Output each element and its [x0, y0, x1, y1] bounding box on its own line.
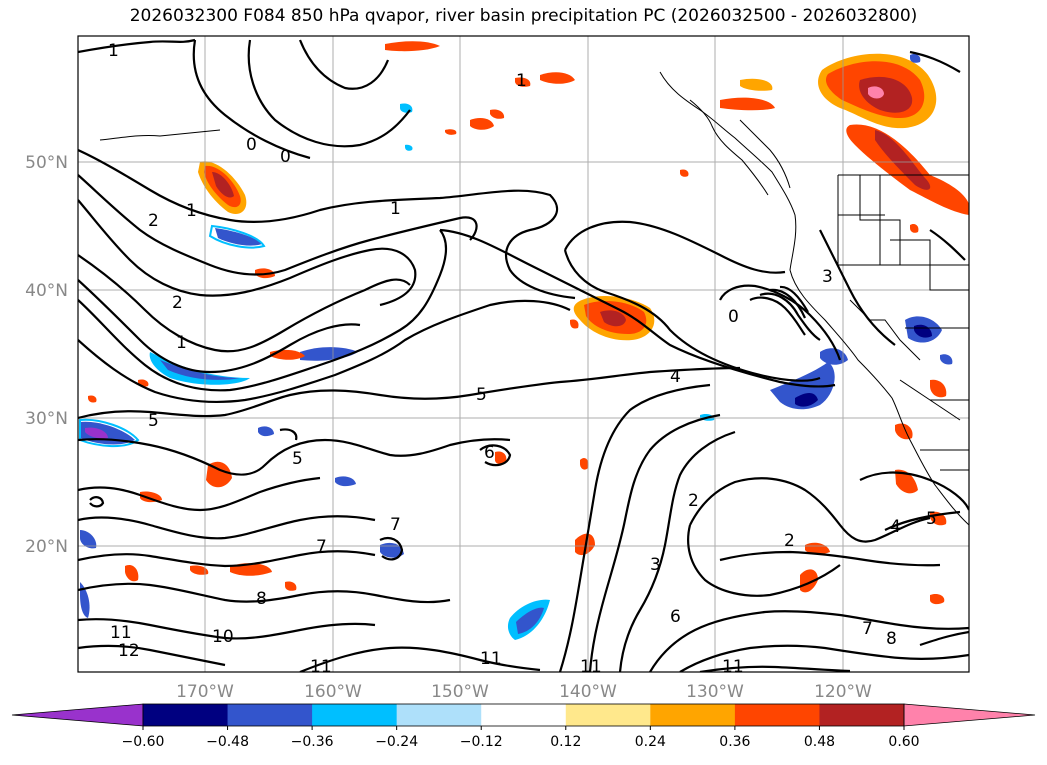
- contour-label: 1: [108, 41, 119, 61]
- contour-label: 3: [822, 267, 833, 287]
- lon-label: 150°W: [431, 682, 489, 702]
- colorbar-tick-label: 0.24: [635, 734, 666, 750]
- contour-label: 5: [148, 411, 159, 431]
- colorbar-segment: [227, 704, 313, 726]
- contour-label: 5: [476, 385, 487, 405]
- contour-label: 5: [926, 509, 937, 529]
- colorbar-segment: [396, 704, 482, 726]
- contour-label: 6: [670, 607, 681, 627]
- lon-label: 160°W: [304, 682, 362, 702]
- colorbar: −0.60 −0.48 −0.36 −0.24 −0.12 0.12 0.24 0.36 0.4…: [11, 703, 1036, 750]
- contour-label: 0: [246, 135, 257, 155]
- colorbar-segment: [819, 704, 905, 726]
- contour-label: 1: [176, 333, 187, 353]
- contour-labels: 1 0 0 1 2 1 1 2 1 0 3 5 4 5 5 6 2 2 3 4 …: [108, 41, 937, 677]
- contour-label: 11: [722, 657, 744, 677]
- map-frame: [77, 35, 970, 673]
- colorbar-tick-label: −0.48: [206, 734, 249, 750]
- lat-label: 20°N: [25, 537, 68, 557]
- contour-label: 3: [650, 555, 661, 575]
- plot-title: 2026032300 F084 850 hPa qvapor, river ba…: [129, 6, 918, 26]
- lon-label: 170°W: [176, 682, 234, 702]
- contour-label: 1: [186, 201, 197, 221]
- colorbar-segment: [481, 704, 567, 726]
- colorbar-segment: [734, 704, 820, 726]
- lat-axis: 50°N 40°N 30°N 20°N: [25, 153, 68, 557]
- colorbar-segment: [143, 704, 229, 726]
- colorbar-tick-label: −0.12: [460, 734, 503, 750]
- contour-label: 7: [390, 515, 401, 535]
- contour-label: 7: [862, 619, 873, 639]
- contour-label: 4: [890, 517, 901, 537]
- contour-label: 1: [516, 71, 527, 91]
- lat-label: 40°N: [25, 281, 68, 301]
- colorbar-tick-label: 0.12: [550, 734, 581, 750]
- lon-label: 140°W: [559, 682, 617, 702]
- colorbar-tick-label: 0.60: [888, 734, 919, 750]
- colorbar-segment: [565, 704, 651, 726]
- contour-label: 2: [688, 491, 699, 511]
- contour-label: 8: [886, 629, 897, 649]
- colorbar-tick-label: 0.36: [719, 734, 750, 750]
- lon-label: 120°W: [814, 682, 872, 702]
- contour-label: 0: [280, 147, 291, 167]
- lon-axis: 170°W 160°W 150°W 140°W 130°W 120°W: [176, 682, 872, 702]
- qvapor-contours: [78, 38, 969, 672]
- colorbar-frame: [142, 703, 905, 727]
- contour-label: 8: [256, 589, 267, 609]
- contour-label: 11: [110, 623, 132, 643]
- lat-label: 50°N: [25, 153, 68, 173]
- contour-label: 1: [390, 199, 401, 219]
- contour-label: 6: [484, 443, 495, 463]
- colorbar-tick-label: 0.48: [804, 734, 835, 750]
- contour-label: 2: [172, 293, 183, 313]
- contour-label: 11: [480, 649, 502, 669]
- contour-label: 11: [580, 657, 602, 677]
- colorbar-tick-label: −0.60: [122, 734, 165, 750]
- contour-label: 10: [212, 627, 234, 647]
- colorbar-tick-label: −0.24: [375, 734, 418, 750]
- contour-label: 12: [118, 641, 140, 661]
- colorbar-extend-left: [11, 703, 144, 727]
- contour-label: 0: [728, 307, 739, 327]
- contour-label: 5: [292, 449, 303, 469]
- lat-label: 30°N: [25, 409, 68, 429]
- colorbar-tick-label: −0.36: [291, 734, 334, 750]
- contour-label: 11: [310, 657, 332, 677]
- contour-label: 4: [670, 367, 681, 387]
- precip-anomaly-patches: [79, 41, 969, 640]
- colorbar-segment: [650, 704, 736, 726]
- lon-label: 130°W: [686, 682, 744, 702]
- colorbar-segment: [312, 704, 398, 726]
- contour-label: 2: [148, 211, 159, 231]
- contour-label: 7: [316, 537, 327, 557]
- contour-label: 2: [784, 531, 795, 551]
- colorbar-extend-right: [903, 703, 1036, 727]
- graticule: [78, 36, 969, 672]
